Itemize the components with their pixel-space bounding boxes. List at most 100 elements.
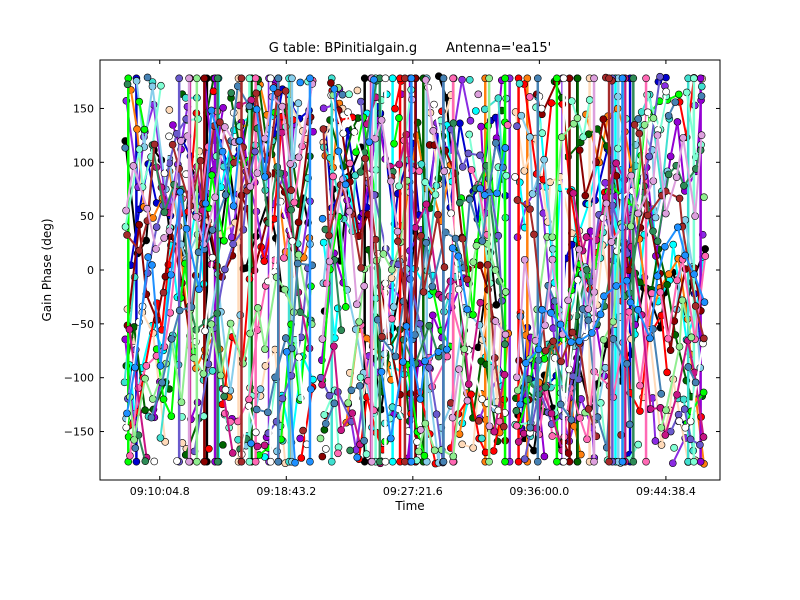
- phase-line: [213, 269, 226, 329]
- phase-point: [143, 73, 152, 82]
- phase-point: [559, 74, 568, 83]
- phase-point: [213, 74, 222, 83]
- phase-line: [656, 91, 668, 131]
- phase-point: [629, 74, 638, 83]
- phase-line: [550, 413, 563, 451]
- phase-line: [337, 216, 347, 308]
- phase-line: [328, 179, 345, 262]
- phase-line: [596, 416, 608, 448]
- phase-point: [360, 282, 369, 290]
- phase-line: [671, 437, 687, 464]
- data-layer: [120, 72, 710, 468]
- phase-point: [696, 457, 705, 466]
- phase-line: [392, 261, 401, 307]
- phase-point: [585, 96, 594, 104]
- phase-point: [590, 457, 598, 466]
- phase-point: [287, 186, 296, 194]
- phase-line: [686, 340, 696, 373]
- phase-point: [205, 445, 213, 453]
- phase-line: [337, 151, 347, 185]
- phase-line: [693, 273, 706, 303]
- phase-line: [660, 315, 669, 373]
- phase-point: [472, 107, 480, 115]
- phase-line: [612, 338, 628, 365]
- phase-line: [401, 326, 408, 362]
- phase-line: [515, 259, 526, 378]
- phase-line: [414, 203, 428, 229]
- phase-line: [393, 117, 400, 144]
- phase-line: [676, 227, 687, 256]
- x-tick-label: 09:18:43.2: [256, 485, 316, 498]
- phase-line: [669, 320, 676, 351]
- phase-point: [475, 417, 483, 425]
- phase-point: [320, 426, 329, 434]
- phase-line: [266, 377, 277, 413]
- phase-point: [625, 420, 634, 429]
- phase-point: [266, 457, 275, 466]
- phase-point: [388, 74, 397, 83]
- phase-line: [492, 399, 506, 452]
- phase-line: [137, 434, 147, 462]
- phase-line: [189, 160, 202, 207]
- phase-line: [450, 129, 464, 168]
- phase-line: [296, 177, 310, 244]
- phase-line: [593, 203, 608, 293]
- phase-point: [651, 437, 660, 445]
- phase-line: [380, 119, 392, 182]
- phase-point: [463, 396, 472, 405]
- phase-line: [414, 325, 431, 364]
- phase-point: [351, 171, 360, 180]
- phase-line: [146, 208, 157, 250]
- phase-line: [445, 247, 454, 350]
- phase-point: [656, 72, 664, 81]
- phase-point: [185, 457, 193, 466]
- phase-line: [333, 259, 343, 331]
- phase-line: [428, 367, 438, 415]
- phase-point: [634, 115, 643, 123]
- phase-point: [642, 74, 650, 83]
- phase-point: [700, 298, 709, 307]
- phase-line: [656, 135, 667, 214]
- phase-line: [249, 307, 259, 334]
- phase-line: [202, 196, 217, 245]
- phase-point: [513, 421, 521, 430]
- phase-line: [396, 241, 410, 327]
- phase-point: [131, 444, 140, 452]
- phase-point: [474, 90, 483, 99]
- phase-line: [542, 213, 555, 329]
- phase-point: [245, 102, 254, 111]
- phase-point: [299, 426, 307, 435]
- phase-line: [245, 208, 256, 271]
- phase-point: [227, 89, 236, 97]
- phase-line: [281, 106, 292, 165]
- phase-line: [360, 325, 370, 381]
- phase-line: [322, 106, 337, 143]
- phase-line: [651, 397, 657, 442]
- phase-point: [185, 74, 193, 83]
- phase-line: [569, 387, 581, 419]
- phase-line: [665, 346, 681, 411]
- phase-line: [544, 345, 552, 388]
- phase-point: [318, 214, 327, 223]
- phase-line: [159, 274, 173, 366]
- phase-line: [470, 394, 481, 439]
- phase-line: [185, 228, 200, 290]
- phase-line: [674, 334, 688, 381]
- phase-line: [656, 246, 666, 277]
- phase-line: [543, 259, 554, 326]
- phase-line: [263, 87, 275, 177]
- phase-line: [432, 291, 443, 331]
- phase-line: [256, 307, 266, 350]
- phase-point: [362, 450, 371, 458]
- phase-line: [179, 263, 187, 299]
- phase-line: [604, 162, 618, 198]
- phase-point: [341, 303, 350, 311]
- phase-line: [321, 269, 331, 381]
- phase-line: [229, 314, 242, 391]
- phase-line: [190, 252, 200, 308]
- phase-line: [147, 163, 158, 204]
- phase-point: [687, 333, 696, 342]
- phase-line: [285, 351, 297, 463]
- phase-line: [374, 239, 383, 337]
- phase-line: [472, 191, 479, 220]
